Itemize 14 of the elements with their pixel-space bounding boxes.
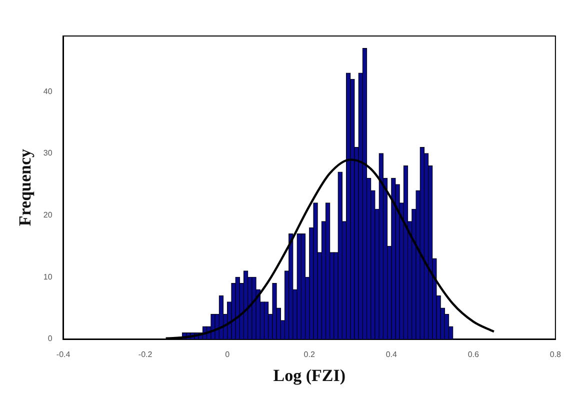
x-tick-label: 0.2 (304, 350, 316, 360)
x-tick-label: 0.6 (468, 350, 480, 360)
x-tick-label: 0.4 (386, 350, 398, 360)
y-tick-label: 10 (43, 272, 53, 282)
y-tick-label: 20 (43, 210, 53, 220)
y-tick-label: 30 (43, 148, 53, 158)
x-tick-label: 0.8 (550, 350, 562, 360)
x-tick-label: -0.2 (138, 350, 153, 360)
x-axis-title: Log (FZI) (273, 366, 346, 386)
y-tick-label: 0 (48, 334, 53, 344)
y-tick-label: 40 (43, 86, 53, 96)
x-tick-label: 0 (225, 350, 230, 360)
y-axis-title: Frequency (16, 148, 35, 226)
x-tick-label: -0.4 (56, 350, 71, 360)
